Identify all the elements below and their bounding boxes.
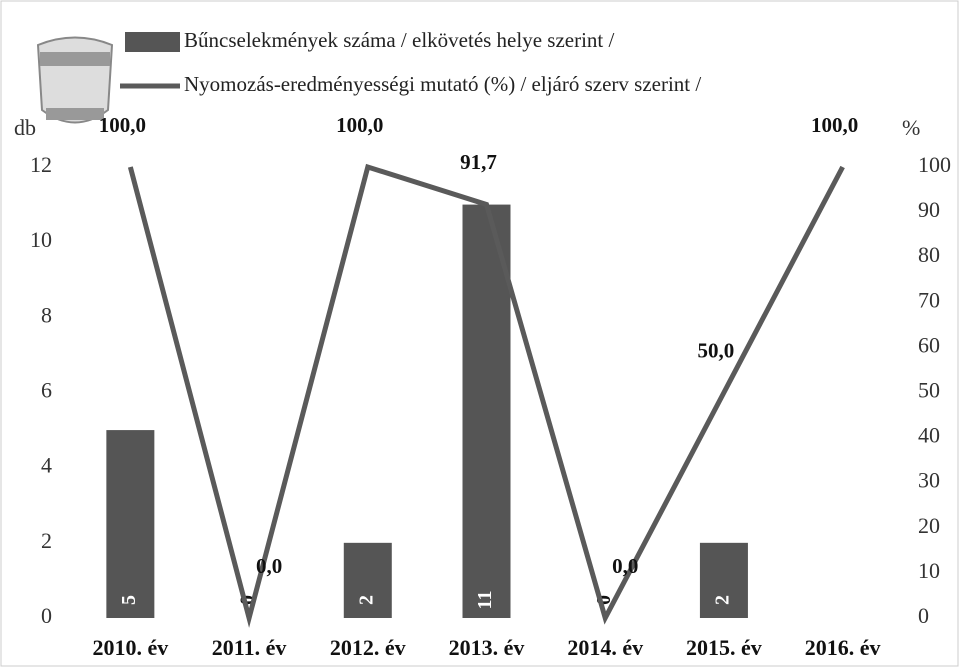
bar — [344, 543, 392, 618]
y-tick-label: 12 — [30, 152, 52, 177]
line-value-label: 0,0 — [612, 554, 638, 578]
y-tick-label: 2 — [41, 528, 52, 553]
line-value-label: 50,0 — [698, 338, 735, 362]
legend-label: Nyomozás-eredményességi mutató (%) / elj… — [184, 72, 701, 96]
x-tick-label: 2016. év — [805, 635, 881, 660]
bar — [700, 543, 748, 618]
y2-tick-label: 100 — [918, 152, 951, 177]
legend-label: Bűncselekmények száma / elkövetés helye … — [184, 28, 615, 52]
x-tick-label: 2011. év — [212, 635, 287, 660]
y2-tick-label: 0 — [918, 603, 929, 628]
bar-value-label: 5 — [118, 595, 140, 605]
y-tick-label: 6 — [41, 378, 52, 403]
x-tick-label: 2013. év — [449, 635, 525, 660]
bar — [106, 430, 154, 618]
chart: db % 0 2 4 6 8 10 12 0 10 20 30 40 50 60 70 80 90 100 2010… — [0, 0, 959, 667]
y-tick-label: 8 — [41, 302, 52, 327]
y2-tick-label: 60 — [918, 332, 940, 357]
y2-tick-label: 80 — [918, 242, 940, 267]
x-tick-label: 2014. év — [567, 635, 643, 660]
line-value-label: 100,0 — [99, 113, 146, 137]
line-value-label: 100,0 — [811, 113, 858, 137]
line-value-label: 0,0 — [256, 554, 282, 578]
x-tick-label: 2015. év — [686, 635, 762, 660]
y2-axis-label: % — [902, 115, 920, 140]
y2-tick-label: 50 — [918, 378, 940, 403]
y-tick-label: 0 — [41, 603, 52, 628]
logo — [38, 38, 112, 123]
line-value-label: 91,7 — [460, 150, 497, 174]
y-tick-label: 10 — [30, 227, 52, 252]
y-tick-label: 4 — [41, 453, 52, 478]
legend-swatch — [125, 32, 180, 52]
y2-tick-label: 20 — [918, 513, 940, 538]
bar-value-label: 11 — [474, 591, 496, 610]
y2-tick-label: 40 — [918, 423, 940, 448]
y2-tick-label: 90 — [918, 197, 940, 222]
bar-value-label: 2 — [355, 595, 377, 605]
y-axis-label: db — [14, 115, 36, 140]
bar-value-label: 2 — [712, 595, 734, 605]
x-tick-label: 2012. év — [330, 635, 406, 660]
y2-tick-label: 70 — [918, 287, 940, 312]
line-value-label: 100,0 — [336, 113, 383, 137]
y2-tick-label: 10 — [918, 558, 940, 583]
x-tick-label: 2010. év — [92, 635, 168, 660]
y2-tick-label: 30 — [918, 468, 940, 493]
